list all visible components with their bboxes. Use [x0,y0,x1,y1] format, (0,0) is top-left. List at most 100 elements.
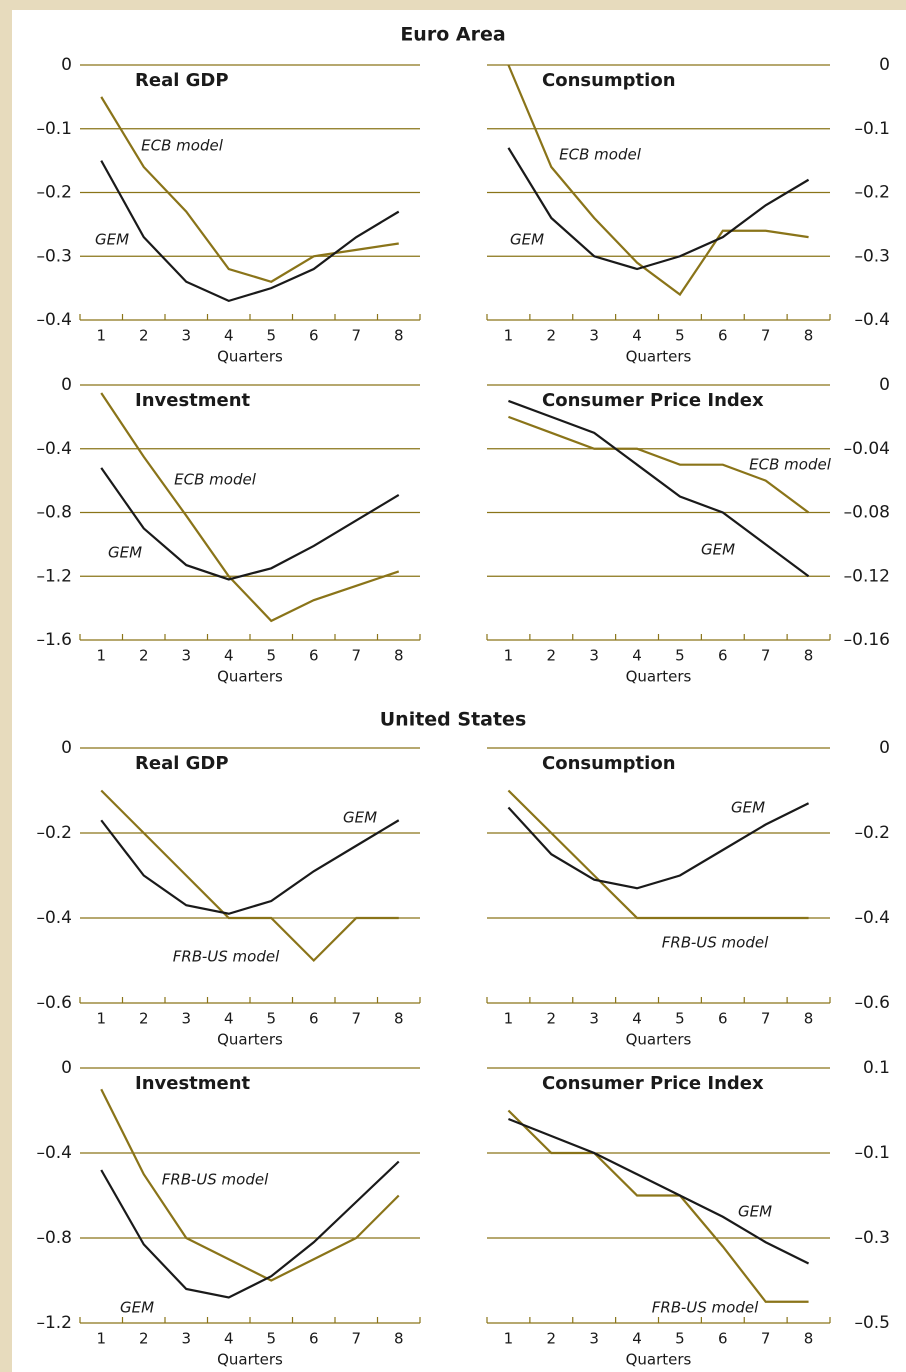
x-tick-label: 6 [309,327,319,345]
x-tick-label: 4 [632,647,642,665]
series-label: FRB-US model [652,1299,759,1317]
y-tick-label: –0.5 [854,1313,890,1333]
panel [12,10,906,1372]
y-tick-label: –0.08 [844,503,890,523]
series-line [100,467,400,581]
y-tick-label: –0.12 [844,566,890,586]
x-tick-label: 8 [394,647,404,665]
series-label: FRB-US model [173,948,280,966]
x-tick-label: 8 [394,327,404,345]
x-tick-label: 6 [309,1010,319,1028]
y-tick-label: –0.3 [854,246,890,266]
x-tick-label: 5 [675,1010,685,1028]
y-tick-label: –0.1 [854,1143,890,1163]
y-tick-label: –1.2 [36,566,72,586]
y-tick-label: –0.2 [854,823,890,843]
x-axis-label: Quarters [626,1031,692,1049]
y-tick-label: –0.2 [36,823,72,843]
x-tick-label: 7 [351,1010,361,1028]
y-tick-label: –0.4 [854,908,890,928]
x-tick-label: 8 [804,1010,814,1028]
x-tick-label: 2 [139,1010,149,1028]
x-tick-label: 7 [761,1330,771,1348]
series-label: GEM [343,809,377,827]
y-tick-label: 0 [879,55,890,75]
series-line [100,1160,400,1299]
x-tick-label: 1 [96,327,106,345]
x-axis-label: Quarters [626,1351,692,1369]
series-line [100,789,399,963]
series-line [507,802,810,890]
x-tick-label: 1 [504,327,514,345]
series-line [507,64,809,297]
x-tick-label: 2 [139,327,149,345]
chart-title: Investment [135,390,251,411]
y-tick-label: –0.4 [36,1143,72,1163]
series-label: GEM [738,1203,772,1221]
series-line [507,1109,809,1303]
x-tick-label: 7 [761,1010,771,1028]
y-tick-label: 0 [61,55,72,75]
series-line [508,399,810,578]
x-tick-label: 1 [504,647,514,665]
x-tick-label: 4 [224,1010,234,1028]
x-tick-label: 6 [718,647,728,665]
series-label: ECB model [749,456,832,474]
x-tick-label: 2 [547,1330,557,1348]
y-tick-label: –0.1 [854,119,890,139]
series-line [100,392,400,623]
x-tick-label: 7 [761,647,771,665]
x-tick-label: 3 [589,327,599,345]
series-line [507,789,809,920]
series-label: GEM [731,799,765,817]
x-axis-label: Quarters [217,348,283,366]
x-tick-label: 8 [804,647,814,665]
y-tick-label: –0.4 [36,310,72,330]
y-tick-label: –0.4 [36,439,72,459]
x-tick-label: 8 [804,1330,814,1348]
series-line [100,160,400,303]
y-tick-label: 0 [879,375,890,395]
y-tick-label: –0.1 [36,119,72,139]
series-label: ECB model [559,146,642,164]
chart-title: Investment [135,1073,251,1094]
x-axis-label: Quarters [217,1351,283,1369]
x-tick-label: 2 [547,647,557,665]
series-line [508,1117,810,1265]
series-line [100,1088,400,1282]
y-tick-label: –0.3 [854,1228,890,1248]
series-label: GEM [95,231,129,249]
x-tick-label: 6 [309,647,319,665]
y-tick-label: –0.04 [844,439,890,459]
series-label: GEM [120,1299,154,1317]
x-tick-label: 4 [632,327,642,345]
chart-title: Consumer Price Index [542,390,764,411]
y-tick-label: –0.2 [36,183,72,203]
x-axis-label: Quarters [217,1031,283,1049]
y-tick-label: 0 [61,375,72,395]
series-line [100,819,400,915]
x-tick-label: 1 [96,647,106,665]
x-tick-label: 6 [718,1010,728,1028]
x-tick-label: 1 [504,1330,514,1348]
y-tick-label: –0.4 [854,310,890,330]
chart-title: Real GDP [135,70,229,91]
x-tick-label: 1 [96,1330,106,1348]
y-tick-label: –1.6 [36,630,72,650]
section-heading: United States [380,709,527,731]
chart-title: Consumer Price Index [542,1073,764,1094]
x-tick-label: 7 [351,647,361,665]
x-tick-label: 7 [351,1330,361,1348]
series-label: GEM [108,544,142,562]
series-line [508,415,810,514]
x-axis-label: Quarters [217,668,283,686]
y-tick-label: 0.1 [863,1058,890,1078]
series-line [507,147,810,271]
y-tick-label: –0.2 [854,183,890,203]
x-tick-label: 6 [309,1330,319,1348]
x-axis-label: Quarters [626,668,692,686]
series-label: GEM [701,541,735,559]
x-tick-label: 1 [504,1010,514,1028]
x-tick-label: 3 [181,327,191,345]
